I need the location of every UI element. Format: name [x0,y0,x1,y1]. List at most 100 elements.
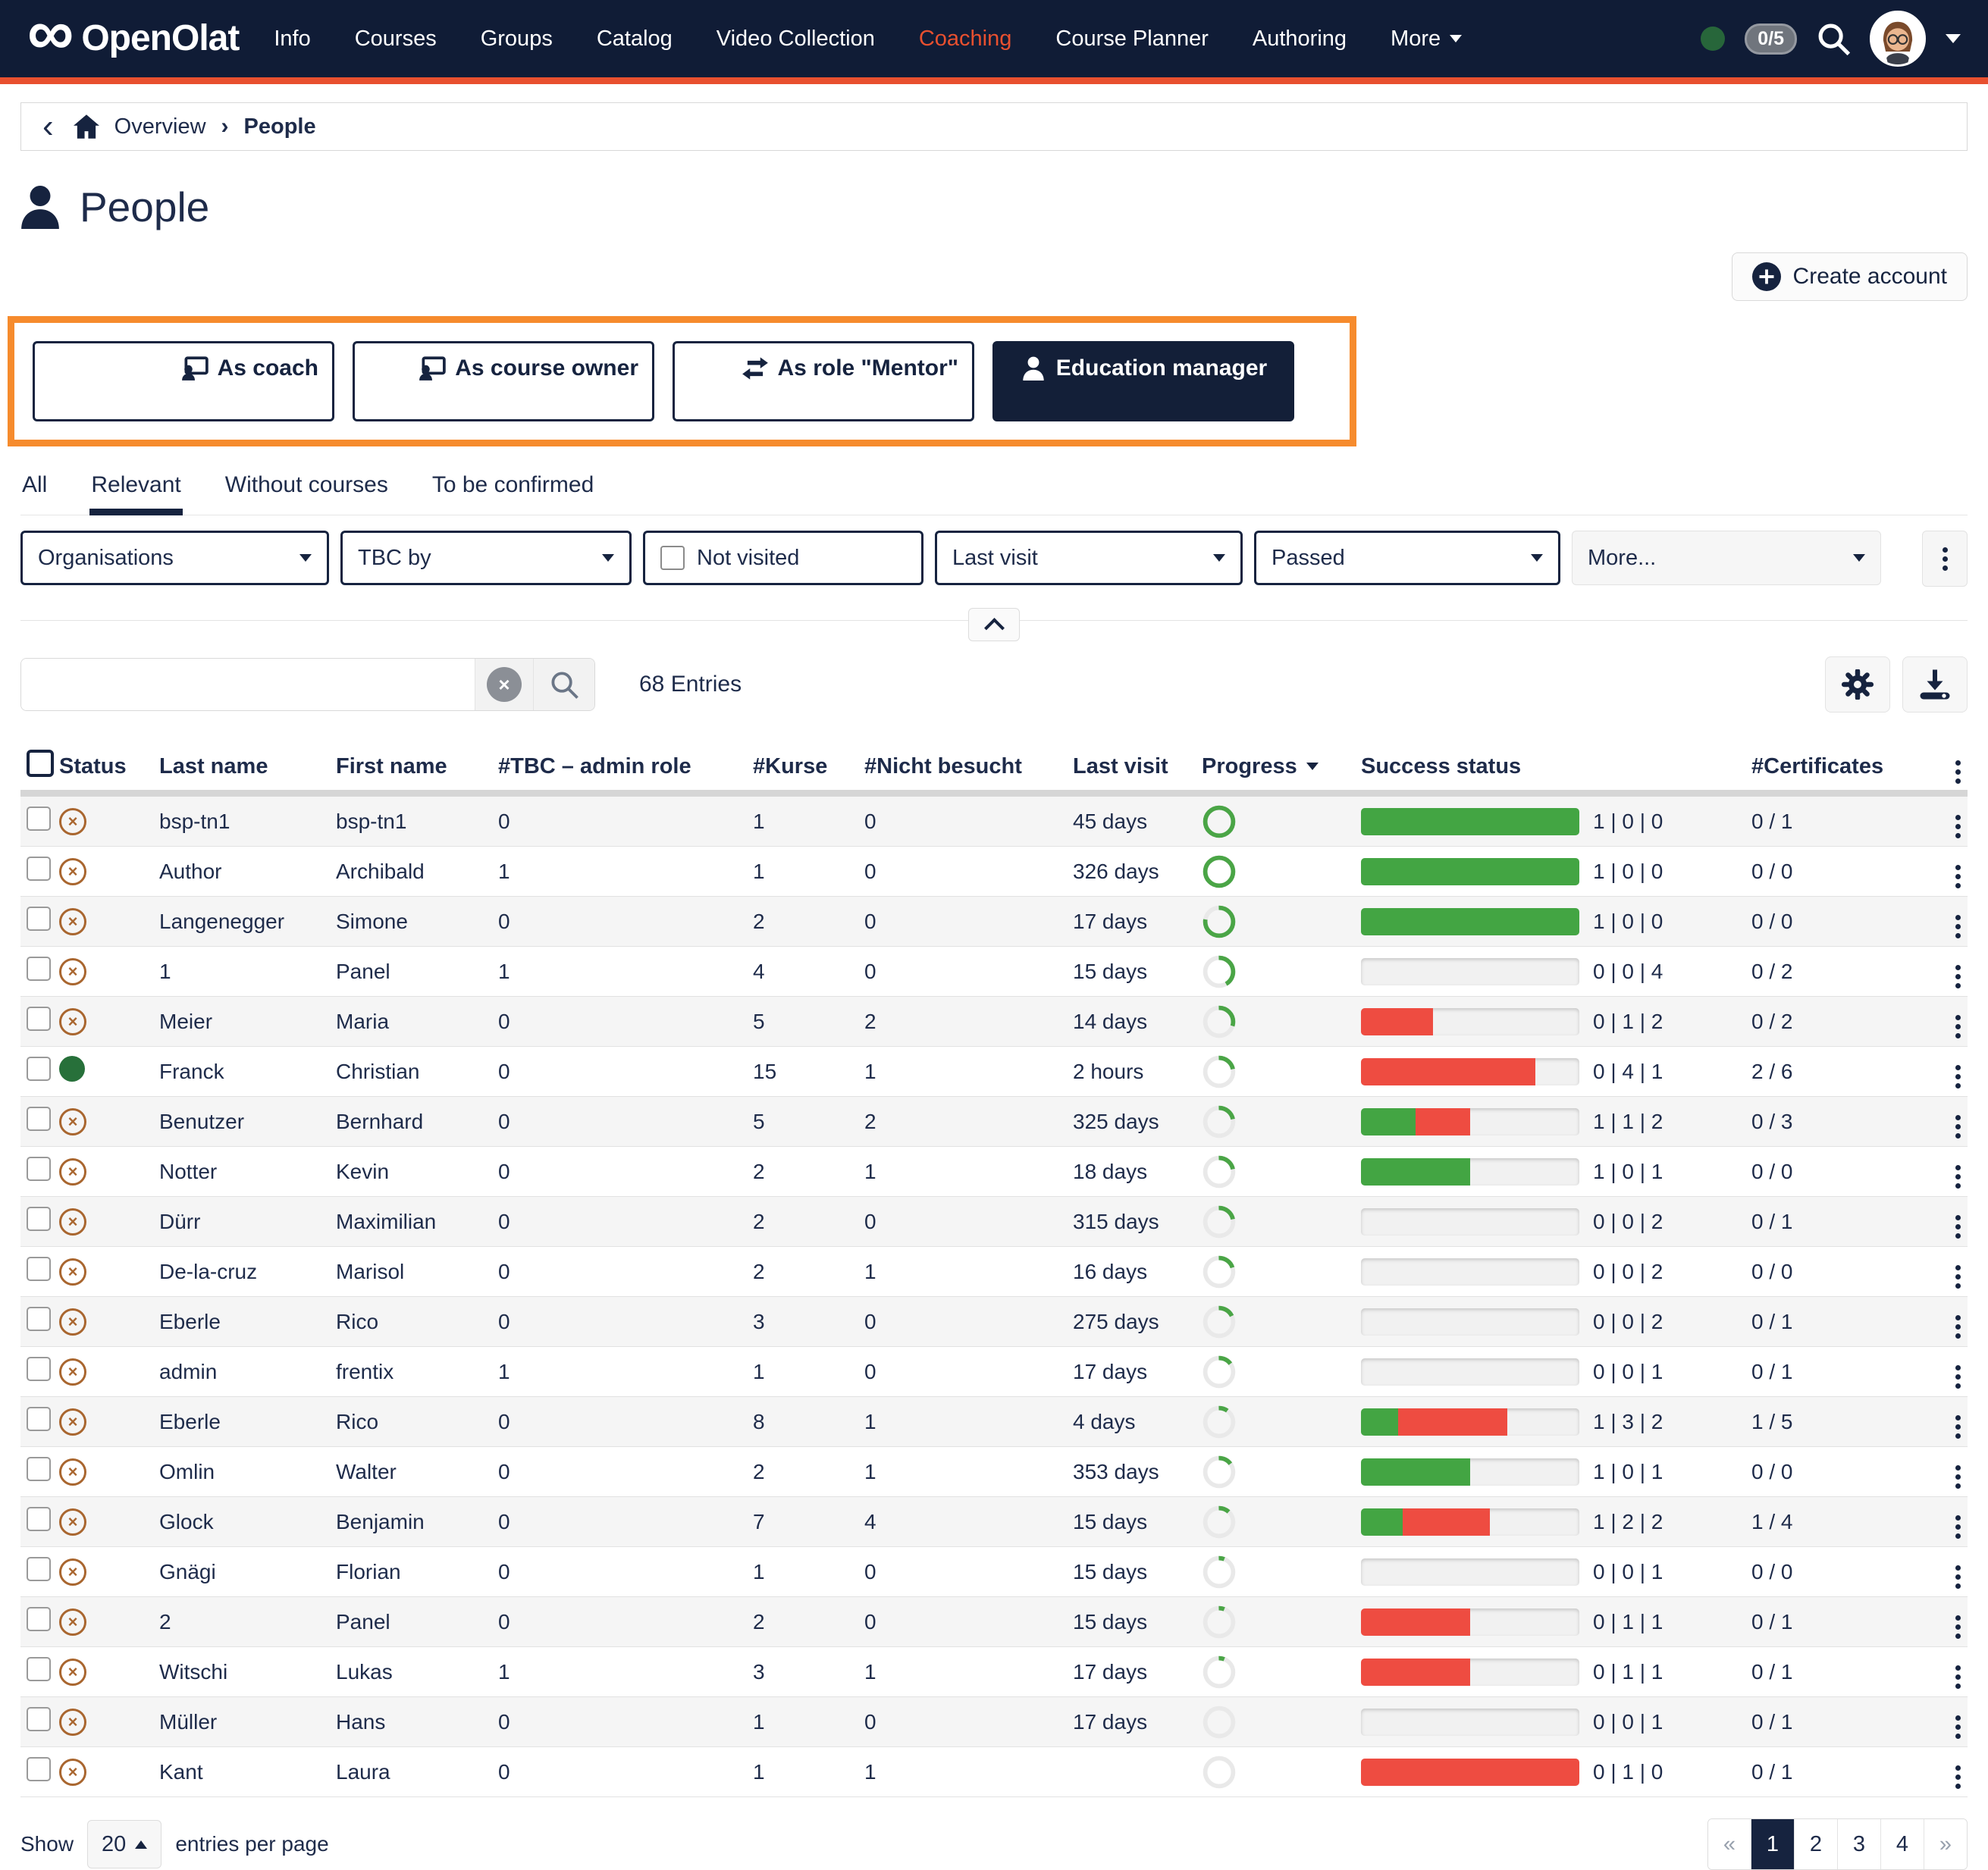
pagination-nav-button[interactable]: « [1708,1819,1751,1869]
breadcrumb-overview-link[interactable]: Overview [114,114,206,139]
row-menu-kebab-icon[interactable] [1952,1612,1964,1642]
pagination-nav-button[interactable]: » [1924,1819,1967,1869]
filter-not-visited[interactable]: Not visited [643,531,923,585]
pagination-page-4[interactable]: 4 [1880,1819,1924,1869]
role-button-as-coach[interactable]: As coach [33,341,334,421]
row-menu-kebab-icon[interactable] [1952,1012,1964,1041]
search-submit-button[interactable] [533,659,594,710]
row-menu-kebab-icon[interactable] [1952,1662,1964,1692]
table-settings-button[interactable] [1825,656,1890,713]
back-chevron-icon[interactable]: ‹ [42,108,54,146]
row-checkbox[interactable] [27,957,51,981]
create-account-button[interactable]: Create account [1731,252,1968,301]
role-button-education-manager[interactable]: Education manager [992,341,1294,421]
pagination-page-3[interactable]: 3 [1837,1819,1880,1869]
row-checkbox[interactable] [27,1257,51,1281]
clear-search-button[interactable]: × [475,659,533,710]
col-first-name[interactable]: First name [336,753,447,778]
row-checkbox[interactable] [27,1607,51,1631]
nav-item-video-collection[interactable]: Video Collection [716,27,875,52]
nav-item-courses[interactable]: Courses [355,27,437,52]
row-checkbox[interactable] [27,1407,51,1431]
col-nicht-besucht[interactable]: #Nicht besucht [864,753,1022,778]
row-checkbox[interactable] [27,1657,51,1681]
filter-tbc-by[interactable]: TBC by [340,531,632,585]
row-checkbox[interactable] [27,907,51,931]
col-tbc-admin-role[interactable]: #TBC – admin role [498,753,691,778]
row-menu-kebab-icon[interactable] [1952,1462,1964,1492]
select-all-checkbox[interactable] [27,750,54,777]
tab-relevant[interactable]: Relevant [89,472,183,515]
row-menu-kebab-icon[interactable] [1952,1412,1964,1442]
col-certificates[interactable]: #Certificates [1751,753,1884,778]
row-menu-kebab-icon[interactable] [1952,1562,1964,1592]
tab-all[interactable]: All [22,472,48,497]
user-menu-chevron-down-icon[interactable] [1946,34,1961,43]
row-checkbox[interactable] [27,1207,51,1231]
row-checkbox[interactable] [27,1007,51,1031]
pagination-page-1[interactable]: 1 [1751,1819,1794,1869]
tab-without-courses[interactable]: Without courses [224,472,388,497]
nav-item-course-planner[interactable]: Course Planner [1055,27,1209,52]
row-menu-kebab-icon[interactable] [1952,862,1964,891]
search-icon[interactable] [1817,22,1850,55]
collapse-filters-button[interactable] [968,608,1020,641]
row-menu-kebab-icon[interactable] [1952,1312,1964,1342]
row-menu-kebab-icon[interactable] [1952,1512,1964,1542]
row-menu-kebab-icon[interactable] [1952,1262,1964,1292]
nav-item-groups[interactable]: Groups [481,27,553,52]
col-status[interactable]: Status [59,753,127,778]
row-checkbox[interactable] [27,1157,51,1181]
success-bar-passed-segment [1361,857,1579,885]
role-button-as-course-owner[interactable]: As course owner [353,341,654,421]
nav-item-authoring[interactable]: Authoring [1253,27,1347,52]
pagination-page-2[interactable]: 2 [1794,1819,1837,1869]
nav-item-more[interactable]: More [1391,27,1463,52]
avatar[interactable] [1870,11,1926,67]
col-progress[interactable]: Progress [1202,754,1361,779]
row-checkbox[interactable] [27,1107,51,1131]
row-checkbox[interactable] [27,1457,51,1481]
row-checkbox[interactable] [27,1557,51,1581]
table-menu-kebab-icon[interactable] [1952,757,1964,787]
chat-counter-badge[interactable]: 0/5 [1745,23,1797,55]
row-menu-kebab-icon[interactable] [1952,912,1964,941]
openolat-logo[interactable]: ∞ OpenOlat [27,0,240,64]
filters-menu-button[interactable] [1922,531,1968,587]
row-checkbox[interactable] [27,807,51,831]
row-checkbox[interactable] [27,1357,51,1381]
row-menu-kebab-icon[interactable] [1952,812,1964,841]
row-menu-kebab-icon[interactable] [1952,962,1964,991]
col-last-name[interactable]: Last name [159,753,268,778]
nav-item-info[interactable]: Info [274,27,310,52]
row-menu-kebab-icon[interactable] [1952,1762,1964,1792]
filter-organisations[interactable]: Organisations [20,531,329,585]
filter-last-visit[interactable]: Last visit [935,531,1243,585]
filter-more[interactable]: More... [1572,531,1881,585]
cell-kurse: 2 [753,909,765,933]
row-menu-kebab-icon[interactable] [1952,1362,1964,1392]
col-kurse[interactable]: #Kurse [753,753,828,778]
col-last-visit[interactable]: Last visit [1073,753,1168,778]
row-checkbox[interactable] [27,1507,51,1531]
export-download-button[interactable] [1902,656,1968,713]
col-success-status[interactable]: Success status [1361,753,1522,778]
row-checkbox[interactable] [27,857,51,881]
row-checkbox[interactable] [27,1757,51,1781]
role-button-as-role-mentor[interactable]: As role "Mentor" [673,341,974,421]
home-icon[interactable] [73,114,99,139]
row-checkbox[interactable] [27,1307,51,1331]
filter-passed[interactable]: Passed [1254,531,1560,585]
row-menu-kebab-icon[interactable] [1952,1712,1964,1742]
page-size-select[interactable]: 20 [87,1820,162,1868]
search-input[interactable] [21,659,475,710]
row-checkbox[interactable] [27,1707,51,1731]
row-menu-kebab-icon[interactable] [1952,1062,1964,1092]
row-menu-kebab-icon[interactable] [1952,1112,1964,1142]
row-menu-kebab-icon[interactable] [1952,1162,1964,1192]
nav-item-coaching[interactable]: Coaching [919,27,1012,52]
tab-to-be-confirmed[interactable]: To be confirmed [431,472,594,497]
row-checkbox[interactable] [27,1057,51,1081]
nav-item-catalog[interactable]: Catalog [597,27,673,52]
row-menu-kebab-icon[interactable] [1952,1212,1964,1242]
